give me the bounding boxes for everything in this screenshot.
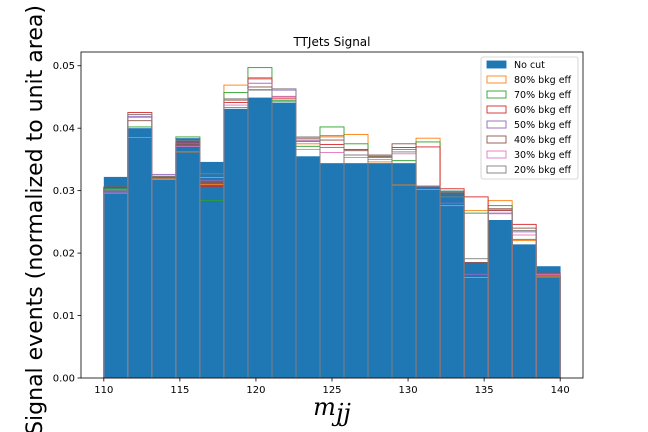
bar-no-cut <box>319 163 345 378</box>
y-tick-label: 0.01 <box>53 311 75 322</box>
legend-label: 50% bkg eff <box>514 120 572 131</box>
legend-label: 70% bkg eff <box>514 90 572 101</box>
y-tick-label: 0.04 <box>53 124 75 135</box>
x-tick-label: 115 <box>170 385 189 396</box>
bar-no-cut <box>344 163 369 378</box>
legend-swatch <box>486 165 507 174</box>
legend-swatch <box>486 60 507 69</box>
chart-title: TTJets Signal <box>292 35 370 49</box>
bar-no-cut <box>392 163 417 378</box>
y-tick-label: 0.03 <box>53 186 75 197</box>
y-axis-label: Signal events (normalized to unit area) <box>23 5 48 432</box>
legend-swatch <box>486 105 507 114</box>
bar-no-cut <box>223 108 249 378</box>
y-tick-label: 0.00 <box>53 374 75 385</box>
x-axis-ticks: 110 115 120 125 130 135 140 <box>94 378 570 396</box>
legend-box <box>480 56 579 180</box>
x-axis-label-main: m <box>313 393 336 421</box>
bar-no-cut <box>247 97 273 379</box>
bar-no-cut <box>271 102 297 378</box>
legend-label: 80% bkg eff <box>514 75 572 86</box>
x-tick-label: 110 <box>94 385 113 396</box>
legend-swatch <box>486 150 507 159</box>
bar-no-cut <box>488 219 513 378</box>
bar-no-cut <box>151 176 177 378</box>
x-tick-label: 125 <box>322 385 341 396</box>
bar-no-cut <box>175 138 201 378</box>
bar-no-cut <box>464 262 489 378</box>
x-tick-label: 120 <box>246 385 265 396</box>
x-tick-label: 135 <box>475 385 494 396</box>
bar-no-cut <box>127 128 153 378</box>
legend-label: 60% bkg eff <box>514 105 572 116</box>
bar-no-cut <box>199 161 225 378</box>
bar-no-cut <box>512 244 537 378</box>
y-axis-ticks: 0.00 0.01 0.02 0.03 0.04 0.05 <box>53 61 81 385</box>
y-tick-label: 0.02 <box>53 249 75 260</box>
bar-no-cut <box>295 156 321 378</box>
legend-label: 20% bkg eff <box>514 165 572 176</box>
legend-swatch <box>486 90 507 99</box>
x-tick-label: 130 <box>399 385 418 396</box>
legend-swatch <box>486 120 507 129</box>
bar-no-cut <box>440 190 465 378</box>
x-axis-label: mjj <box>313 393 351 427</box>
y-tick-label: 0.05 <box>53 61 75 72</box>
x-tick-label: 140 <box>551 385 570 396</box>
legend-swatch <box>486 135 507 144</box>
legend-label: 30% bkg eff <box>514 150 572 161</box>
legend-swatch <box>486 75 507 84</box>
legend-label: No cut <box>514 60 545 71</box>
legend-label: 40% bkg eff <box>514 135 572 146</box>
x-axis-label-subscript: jj <box>331 399 351 427</box>
legend: No cut 80% bkg eff 70% bkg eff 60% bkg eff 5… <box>480 56 579 180</box>
bars-layer <box>103 97 561 379</box>
bar-no-cut <box>368 163 393 378</box>
bar-no-cut <box>416 185 441 378</box>
bar-no-cut <box>536 266 561 378</box>
bar-no-cut <box>103 176 129 378</box>
